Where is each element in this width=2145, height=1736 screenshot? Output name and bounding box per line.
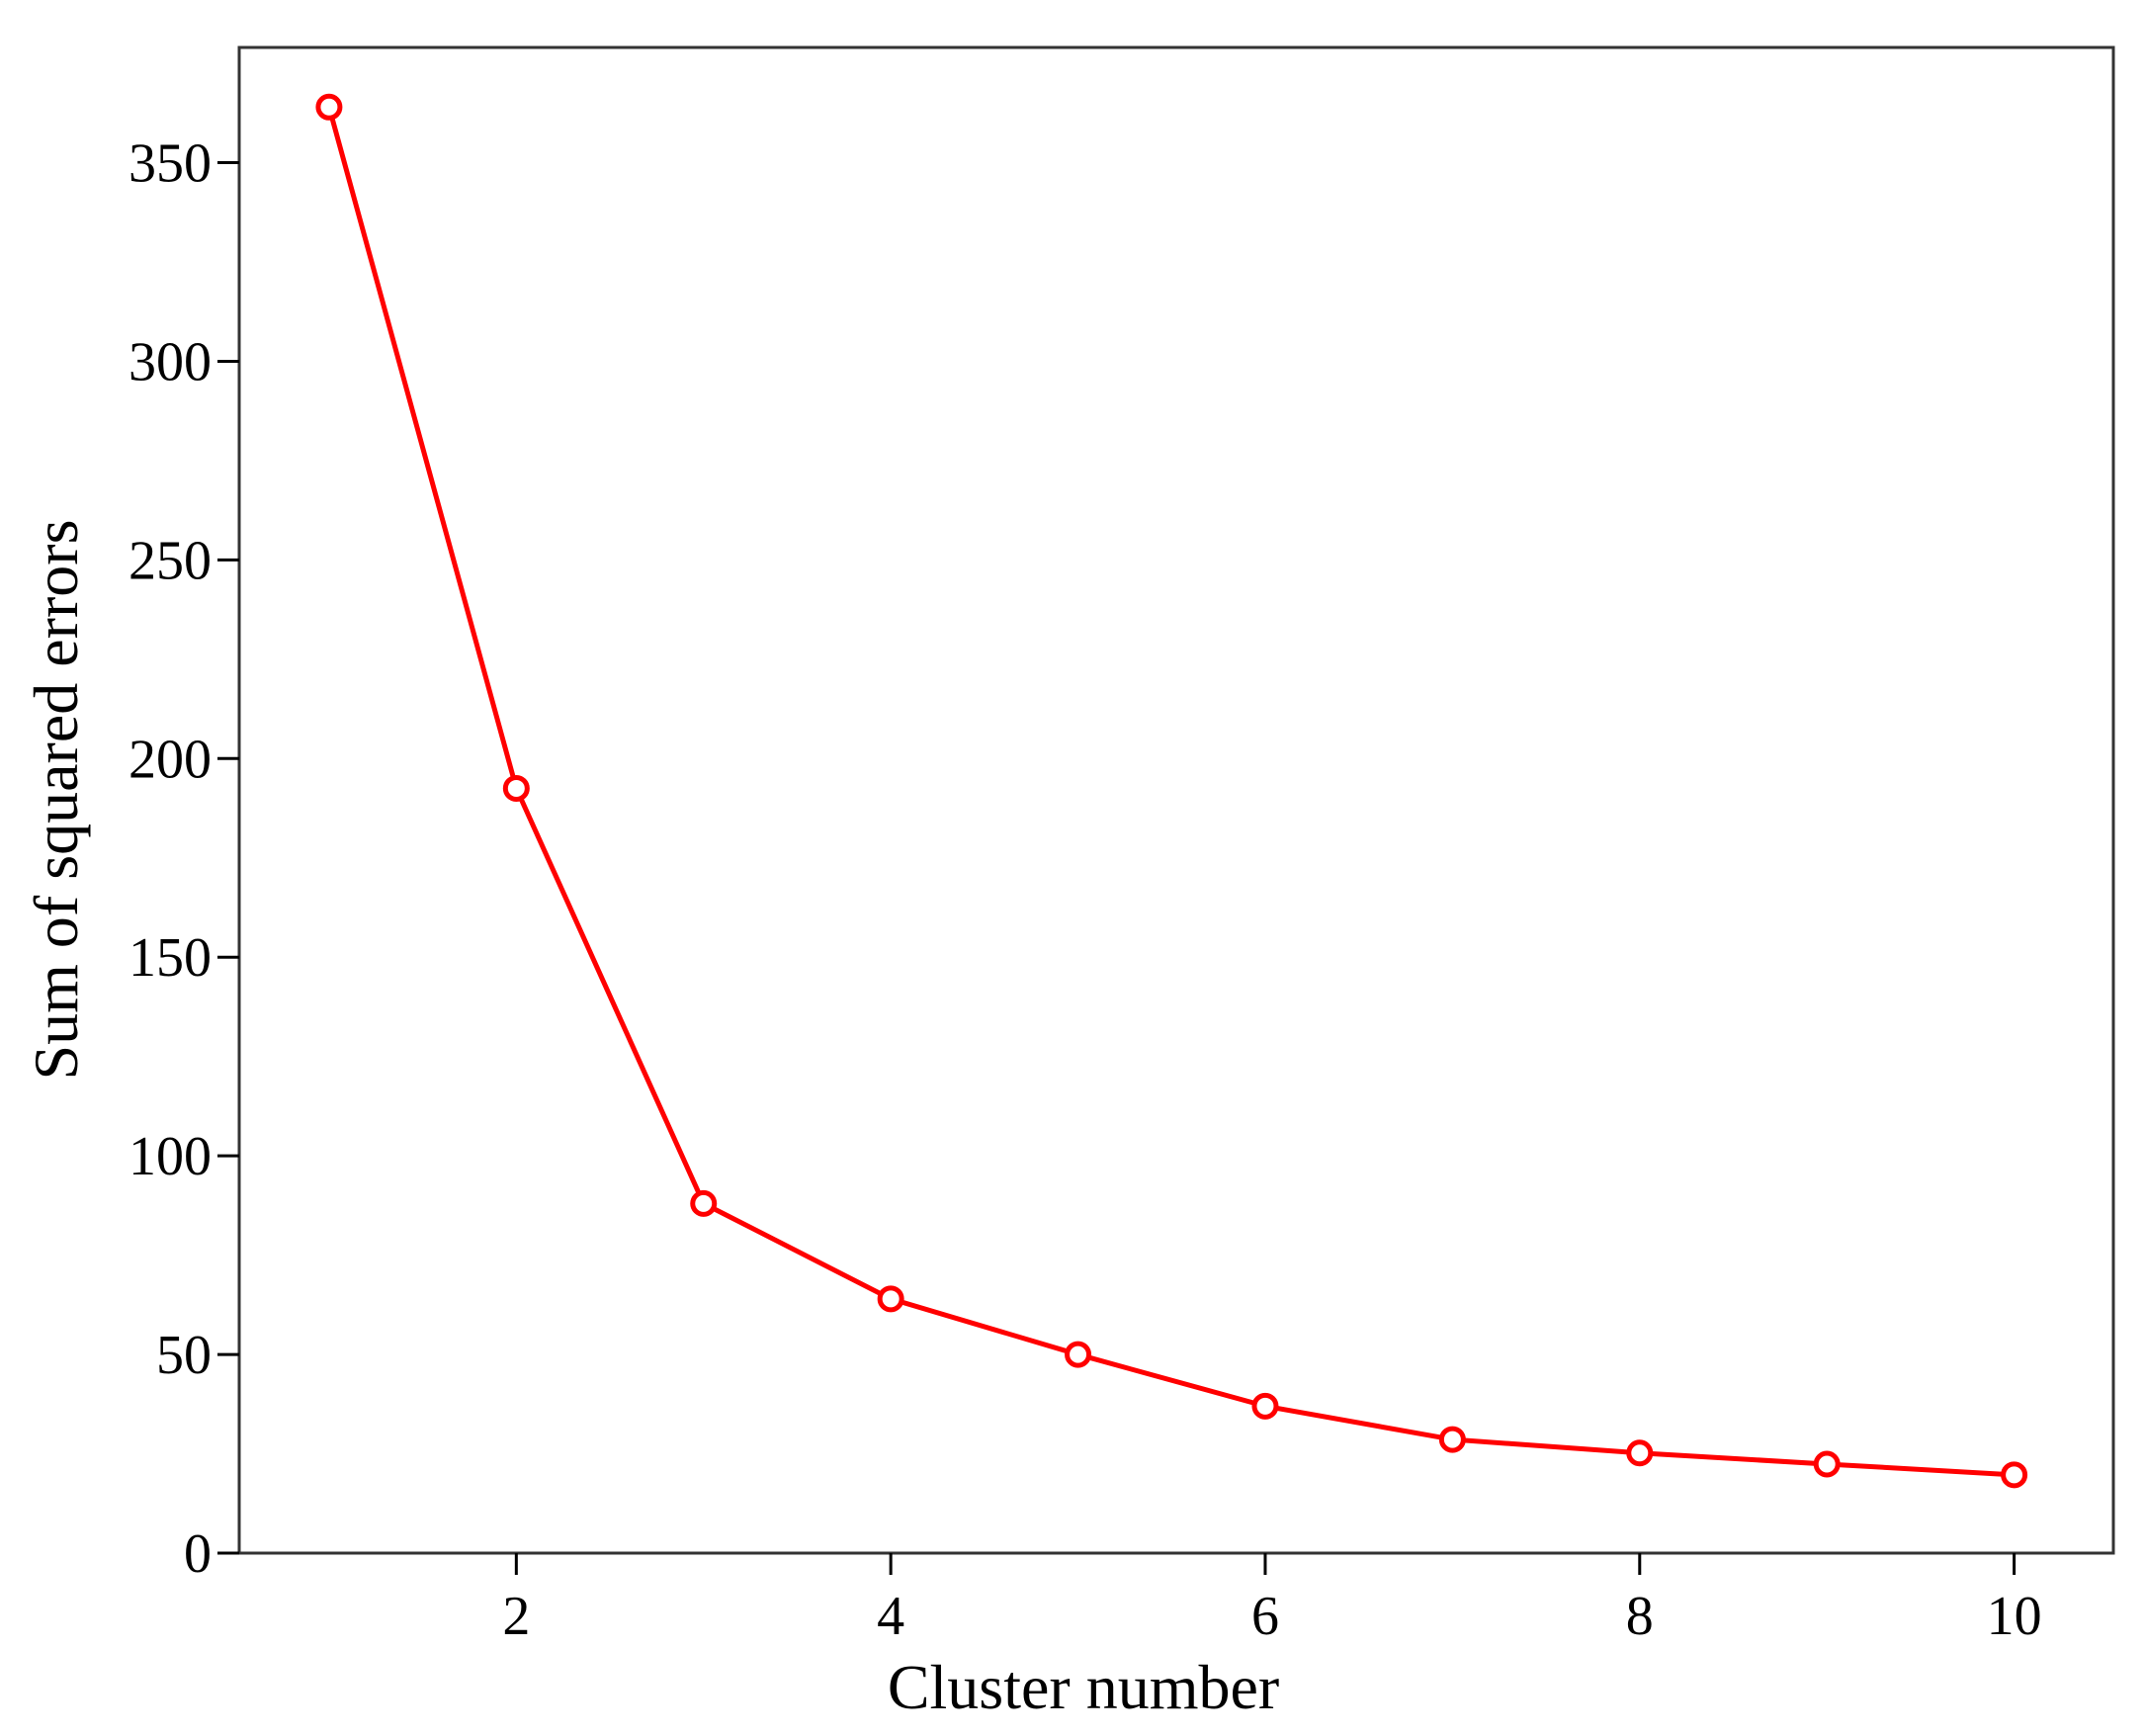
plot-frame (237, 45, 2115, 1555)
y-tick-label: 0 (184, 1523, 212, 1585)
y-tick-label: 250 (129, 530, 212, 591)
y-tick-label: 300 (129, 331, 212, 392)
data-point (1626, 1439, 1654, 1467)
x-tick-label: 8 (1626, 1586, 1654, 1647)
y-tick-label: 50 (156, 1325, 212, 1386)
data-point (690, 1189, 718, 1217)
x-axis-label: Cluster number (888, 1652, 1279, 1722)
y-tick-label: 200 (129, 729, 212, 790)
y-axis-label: Sum of squared errors (21, 520, 91, 1081)
data-point (2001, 1461, 2028, 1489)
series-line (326, 106, 2015, 1478)
y-tick-label: 100 (129, 1126, 212, 1187)
data-point (502, 774, 530, 802)
data-point (1813, 1450, 1841, 1478)
data-point (1251, 1392, 1279, 1420)
y-tick-label: 350 (129, 133, 212, 195)
x-tick-label: 4 (877, 1586, 904, 1647)
data-point (315, 93, 343, 121)
data-point (877, 1285, 904, 1313)
data-point (1438, 1426, 1466, 1453)
x-tick-label: 10 (1987, 1586, 2042, 1647)
x-tick-label: 6 (1251, 1586, 1279, 1647)
data-point (1065, 1341, 1092, 1368)
x-tick-label: 2 (502, 1586, 530, 1647)
y-tick-label: 150 (129, 927, 212, 989)
